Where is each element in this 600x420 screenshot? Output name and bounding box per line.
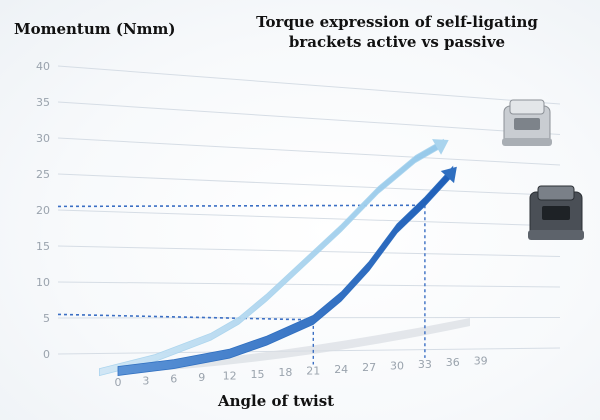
reference-horizontal-1 (57, 313, 314, 321)
x-tick-6: 6 (170, 373, 177, 386)
reference-lines (57, 204, 426, 365)
grid-line-3 (57, 245, 561, 257)
x-tick-24: 24 (334, 363, 348, 376)
y-axis-label: Momentum (Nmm) (14, 20, 176, 38)
y-tick-20: 20 (36, 204, 50, 217)
x-axis-label: Angle of twist (218, 392, 335, 410)
grid-line-6 (57, 137, 561, 166)
reference-horizontal-0 (57, 204, 425, 208)
grid-line-4 (57, 209, 561, 227)
series-1-ribbon (117, 165, 454, 376)
x-tick-9: 9 (198, 371, 205, 384)
y-tick-30: 30 (36, 132, 50, 145)
grid-line-8 (57, 65, 561, 105)
y-tick-25: 25 (36, 168, 50, 181)
x-tick-39: 39 (474, 355, 488, 368)
grid-lines (57, 65, 561, 355)
y-tick-15: 15 (36, 240, 50, 253)
x-tick-3: 3 (142, 374, 149, 387)
passive-bracket-icon (502, 99, 552, 146)
y-tick-35: 35 (36, 96, 50, 109)
series-1-arrowhead (440, 166, 457, 184)
x-tick-33: 33 (418, 358, 432, 371)
x-tick-18: 18 (278, 366, 292, 379)
grid-line-2 (57, 281, 561, 288)
y-tick-0: 0 (43, 348, 50, 361)
x-tick-27: 27 (362, 361, 376, 374)
x-tick-labels: 0 3 6 9 12 15 18 21 24 27 30 33 36 39 (115, 355, 488, 389)
y-tick-10: 10 (36, 276, 50, 289)
x-tick-21: 21 (306, 364, 320, 377)
x-tick-15: 15 (251, 368, 265, 381)
series-0-arrowhead (432, 139, 449, 155)
chart-title: Torque expression of self-ligating brack… (256, 13, 538, 51)
x-tick-30: 30 (390, 360, 404, 373)
active-bracket-icon (528, 185, 584, 240)
series-group (99, 138, 457, 377)
y-tick-labels: 0 5 10 15 20 25 30 35 40 (36, 60, 50, 361)
grid-line-5 (57, 173, 561, 196)
x-tick-12: 12 (223, 369, 237, 382)
x-tick-0: 0 (115, 376, 122, 389)
x-tick-36: 36 (446, 356, 460, 369)
grid-line-7 (57, 101, 561, 135)
y-tick-40: 40 (36, 60, 50, 73)
y-tick-5: 5 (43, 312, 50, 325)
